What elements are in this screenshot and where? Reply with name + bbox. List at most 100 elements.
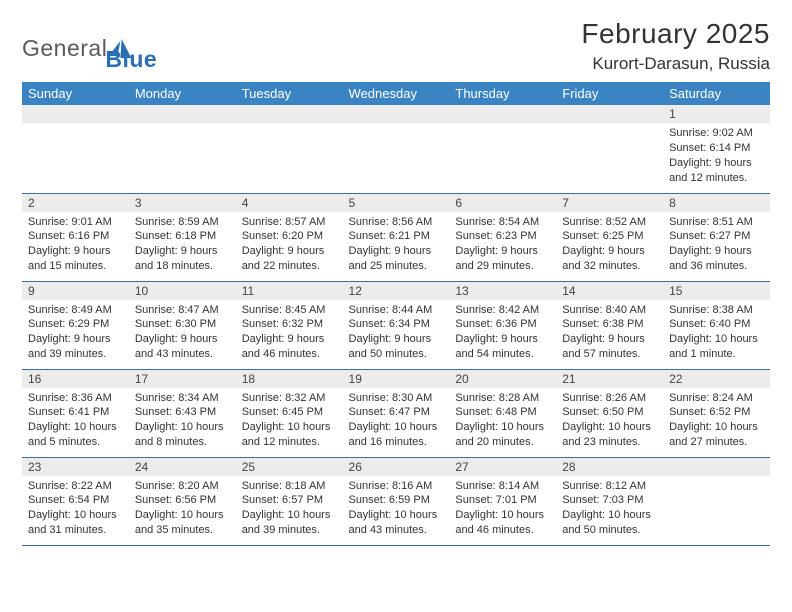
sunrise-text: Sunrise: 8:57 AM	[242, 215, 337, 230]
sunrise-text: Sunrise: 8:34 AM	[135, 391, 230, 406]
sunset-text: Sunset: 6:32 PM	[242, 317, 337, 332]
day-details: Sunrise: 8:49 AMSunset: 6:29 PMDaylight:…	[22, 300, 129, 368]
day-details: Sunrise: 8:18 AMSunset: 6:57 PMDaylight:…	[236, 476, 343, 544]
week-row: 1Sunrise: 9:02 AMSunset: 6:14 PMDaylight…	[22, 105, 770, 193]
day-details: Sunrise: 8:38 AMSunset: 6:40 PMDaylight:…	[663, 300, 770, 368]
sunrise-text: Sunrise: 9:01 AM	[28, 215, 123, 230]
day-cell: 15Sunrise: 8:38 AMSunset: 6:40 PMDayligh…	[663, 281, 770, 369]
header: General Blue February 2025 Kurort-Darasu…	[22, 18, 770, 74]
sunrise-text: Sunrise: 8:42 AM	[455, 303, 550, 318]
sunset-text: Sunset: 6:43 PM	[135, 405, 230, 420]
week-row: 2Sunrise: 9:01 AMSunset: 6:16 PMDaylight…	[22, 193, 770, 281]
day-number: 20	[449, 370, 556, 388]
sunrise-text: Sunrise: 8:32 AM	[242, 391, 337, 406]
day-details: Sunrise: 8:24 AMSunset: 6:52 PMDaylight:…	[663, 388, 770, 456]
sunset-text: Sunset: 6:30 PM	[135, 317, 230, 332]
sunset-text: Sunset: 6:56 PM	[135, 493, 230, 508]
day-details: Sunrise: 8:22 AMSunset: 6:54 PMDaylight:…	[22, 476, 129, 544]
daylight-text: Daylight: 10 hours and 27 minutes.	[669, 420, 764, 450]
day-cell: 21Sunrise: 8:26 AMSunset: 6:50 PMDayligh…	[556, 369, 663, 457]
day-cell	[556, 105, 663, 193]
sunrise-text: Sunrise: 8:16 AM	[349, 479, 444, 494]
day-cell: 23Sunrise: 8:22 AMSunset: 6:54 PMDayligh…	[22, 457, 129, 545]
day-details: Sunrise: 8:57 AMSunset: 6:20 PMDaylight:…	[236, 212, 343, 280]
daylight-text: Daylight: 9 hours and 54 minutes.	[455, 332, 550, 362]
day-number	[236, 105, 343, 123]
sunrise-text: Sunrise: 8:26 AM	[562, 391, 657, 406]
sunrise-text: Sunrise: 8:30 AM	[349, 391, 444, 406]
day-details	[449, 123, 556, 132]
calendar-table: Sunday Monday Tuesday Wednesday Thursday…	[22, 82, 770, 546]
day-number: 19	[343, 370, 450, 388]
day-header: Saturday	[663, 82, 770, 105]
sunset-text: Sunset: 6:50 PM	[562, 405, 657, 420]
sunset-text: Sunset: 7:01 PM	[455, 493, 550, 508]
day-number: 9	[22, 282, 129, 300]
week-row: 23Sunrise: 8:22 AMSunset: 6:54 PMDayligh…	[22, 457, 770, 545]
day-number: 16	[22, 370, 129, 388]
daylight-text: Daylight: 9 hours and 25 minutes.	[349, 244, 444, 274]
daylight-text: Daylight: 10 hours and 50 minutes.	[562, 508, 657, 538]
day-number: 3	[129, 194, 236, 212]
day-cell: 20Sunrise: 8:28 AMSunset: 6:48 PMDayligh…	[449, 369, 556, 457]
day-details: Sunrise: 8:20 AMSunset: 6:56 PMDaylight:…	[129, 476, 236, 544]
daylight-text: Daylight: 9 hours and 46 minutes.	[242, 332, 337, 362]
location: Kurort-Darasun, Russia	[581, 54, 770, 74]
daylight-text: Daylight: 10 hours and 39 minutes.	[242, 508, 337, 538]
daylight-text: Daylight: 10 hours and 43 minutes.	[349, 508, 444, 538]
day-details: Sunrise: 8:16 AMSunset: 6:59 PMDaylight:…	[343, 476, 450, 544]
day-details: Sunrise: 8:14 AMSunset: 7:01 PMDaylight:…	[449, 476, 556, 544]
day-number	[663, 458, 770, 476]
sunset-text: Sunset: 7:03 PM	[562, 493, 657, 508]
day-cell: 24Sunrise: 8:20 AMSunset: 6:56 PMDayligh…	[129, 457, 236, 545]
day-number: 21	[556, 370, 663, 388]
day-number: 18	[236, 370, 343, 388]
sunset-text: Sunset: 6:20 PM	[242, 229, 337, 244]
sunset-text: Sunset: 6:18 PM	[135, 229, 230, 244]
day-number: 27	[449, 458, 556, 476]
day-details: Sunrise: 9:01 AMSunset: 6:16 PMDaylight:…	[22, 212, 129, 280]
daylight-text: Daylight: 9 hours and 57 minutes.	[562, 332, 657, 362]
day-number: 12	[343, 282, 450, 300]
day-number: 6	[449, 194, 556, 212]
day-details: Sunrise: 8:26 AMSunset: 6:50 PMDaylight:…	[556, 388, 663, 456]
day-number: 25	[236, 458, 343, 476]
day-cell: 26Sunrise: 8:16 AMSunset: 6:59 PMDayligh…	[343, 457, 450, 545]
sunrise-text: Sunrise: 8:14 AM	[455, 479, 550, 494]
day-number	[129, 105, 236, 123]
sunrise-text: Sunrise: 8:38 AM	[669, 303, 764, 318]
day-details: Sunrise: 9:02 AMSunset: 6:14 PMDaylight:…	[663, 123, 770, 191]
sunset-text: Sunset: 6:59 PM	[349, 493, 444, 508]
sunrise-text: Sunrise: 8:47 AM	[135, 303, 230, 318]
day-number: 4	[236, 194, 343, 212]
day-cell: 27Sunrise: 8:14 AMSunset: 7:01 PMDayligh…	[449, 457, 556, 545]
daylight-text: Daylight: 9 hours and 12 minutes.	[669, 156, 764, 186]
day-number: 13	[449, 282, 556, 300]
week-row: 16Sunrise: 8:36 AMSunset: 6:41 PMDayligh…	[22, 369, 770, 457]
sunset-text: Sunset: 6:16 PM	[28, 229, 123, 244]
day-number: 22	[663, 370, 770, 388]
day-cell: 3 Sunrise: 8:59 AMSunset: 6:18 PMDaylight…	[129, 193, 236, 281]
day-number: 1	[663, 105, 770, 123]
sunset-text: Sunset: 6:52 PM	[669, 405, 764, 420]
day-cell: 11Sunrise: 8:45 AMSunset: 6:32 PMDayligh…	[236, 281, 343, 369]
day-number: 23	[22, 458, 129, 476]
day-header: Monday	[129, 82, 236, 105]
sunrise-text: Sunrise: 8:59 AM	[135, 215, 230, 230]
brand-logo: General Blue	[22, 24, 157, 73]
day-number	[556, 105, 663, 123]
sunrise-text: Sunrise: 8:52 AM	[562, 215, 657, 230]
daylight-text: Daylight: 9 hours and 50 minutes.	[349, 332, 444, 362]
day-details: Sunrise: 8:52 AMSunset: 6:25 PMDaylight:…	[556, 212, 663, 280]
day-details: Sunrise: 8:45 AMSunset: 6:32 PMDaylight:…	[236, 300, 343, 368]
day-header: Friday	[556, 82, 663, 105]
day-number: 2	[22, 194, 129, 212]
sunrise-text: Sunrise: 8:54 AM	[455, 215, 550, 230]
sunset-text: Sunset: 6:21 PM	[349, 229, 444, 244]
day-cell	[22, 105, 129, 193]
day-details: Sunrise: 8:28 AMSunset: 6:48 PMDaylight:…	[449, 388, 556, 456]
daylight-text: Daylight: 9 hours and 18 minutes.	[135, 244, 230, 274]
daylight-text: Daylight: 10 hours and 1 minute.	[669, 332, 764, 362]
day-details	[236, 123, 343, 132]
daylight-text: Daylight: 9 hours and 32 minutes.	[562, 244, 657, 274]
